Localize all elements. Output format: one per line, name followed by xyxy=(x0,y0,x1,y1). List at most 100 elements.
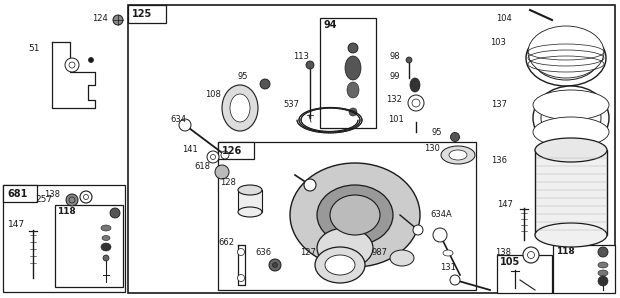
Ellipse shape xyxy=(441,146,475,164)
Ellipse shape xyxy=(315,247,365,283)
Ellipse shape xyxy=(69,62,75,68)
Text: 137: 137 xyxy=(491,100,507,109)
Text: 124: 124 xyxy=(92,14,108,23)
Ellipse shape xyxy=(273,263,278,268)
Ellipse shape xyxy=(102,235,110,240)
Ellipse shape xyxy=(290,163,420,267)
Ellipse shape xyxy=(260,79,270,89)
Text: 141: 141 xyxy=(182,145,198,154)
Ellipse shape xyxy=(113,15,123,25)
Ellipse shape xyxy=(533,117,609,147)
Ellipse shape xyxy=(451,133,459,142)
Bar xyxy=(218,142,254,159)
Ellipse shape xyxy=(345,56,361,80)
Text: 98: 98 xyxy=(390,52,401,61)
Bar xyxy=(128,5,166,23)
Text: 138: 138 xyxy=(495,248,511,257)
Text: 634A: 634A xyxy=(430,210,452,219)
Text: 103: 103 xyxy=(490,38,506,47)
Text: 51: 51 xyxy=(28,44,40,53)
Text: 128: 128 xyxy=(220,178,236,187)
Ellipse shape xyxy=(347,82,359,98)
Bar xyxy=(3,185,37,202)
Ellipse shape xyxy=(179,119,191,131)
Ellipse shape xyxy=(84,195,89,199)
Ellipse shape xyxy=(433,228,447,242)
Bar xyxy=(55,205,123,287)
Bar xyxy=(3,185,125,292)
Bar xyxy=(238,190,262,212)
Ellipse shape xyxy=(406,57,412,63)
Ellipse shape xyxy=(348,43,358,53)
Text: 99: 99 xyxy=(390,72,401,81)
Text: 104: 104 xyxy=(496,14,511,23)
Ellipse shape xyxy=(69,197,75,203)
Ellipse shape xyxy=(598,270,608,276)
Ellipse shape xyxy=(103,255,109,261)
Text: eReplacementParts.com: eReplacementParts.com xyxy=(250,150,370,160)
Ellipse shape xyxy=(207,151,219,163)
Ellipse shape xyxy=(598,247,608,257)
Ellipse shape xyxy=(238,185,262,195)
Ellipse shape xyxy=(65,58,79,72)
Bar xyxy=(218,142,476,290)
Text: 127: 127 xyxy=(300,248,316,257)
Ellipse shape xyxy=(222,85,258,131)
Ellipse shape xyxy=(598,262,608,268)
Ellipse shape xyxy=(269,259,281,271)
Text: 147: 147 xyxy=(8,220,25,229)
Text: 138: 138 xyxy=(44,190,60,199)
Ellipse shape xyxy=(211,154,216,159)
Ellipse shape xyxy=(317,228,373,268)
Ellipse shape xyxy=(230,94,250,122)
Ellipse shape xyxy=(449,150,467,160)
Ellipse shape xyxy=(325,255,355,275)
Ellipse shape xyxy=(110,208,120,218)
Bar xyxy=(553,245,615,293)
Text: 118: 118 xyxy=(556,247,575,256)
Text: 101: 101 xyxy=(388,115,404,124)
Ellipse shape xyxy=(89,58,94,63)
Ellipse shape xyxy=(237,249,244,255)
Ellipse shape xyxy=(215,165,229,179)
Ellipse shape xyxy=(304,179,316,191)
Ellipse shape xyxy=(541,93,601,143)
Ellipse shape xyxy=(66,194,78,206)
Text: 113: 113 xyxy=(293,52,309,61)
Ellipse shape xyxy=(598,276,608,286)
Bar xyxy=(128,5,615,293)
Ellipse shape xyxy=(306,61,314,69)
Text: 636: 636 xyxy=(255,248,271,257)
Bar xyxy=(497,255,552,293)
Text: 257: 257 xyxy=(35,195,52,204)
Text: 105: 105 xyxy=(500,257,520,267)
Text: 94: 94 xyxy=(323,20,337,30)
Ellipse shape xyxy=(101,243,111,251)
Text: 118: 118 xyxy=(57,207,76,216)
Ellipse shape xyxy=(408,95,424,111)
Text: 95: 95 xyxy=(238,72,249,81)
Ellipse shape xyxy=(238,207,262,217)
Ellipse shape xyxy=(535,138,607,162)
Ellipse shape xyxy=(528,252,534,258)
Text: 681: 681 xyxy=(7,189,27,199)
Ellipse shape xyxy=(237,274,244,282)
Ellipse shape xyxy=(535,223,607,247)
Ellipse shape xyxy=(412,99,420,107)
Text: 634: 634 xyxy=(170,115,186,124)
Text: 131: 131 xyxy=(440,263,456,272)
Ellipse shape xyxy=(533,86,609,150)
Bar xyxy=(535,150,607,235)
Text: 126: 126 xyxy=(222,146,242,156)
Ellipse shape xyxy=(528,26,604,78)
Text: 130: 130 xyxy=(424,144,440,153)
Ellipse shape xyxy=(390,250,414,266)
Text: 108: 108 xyxy=(205,90,221,99)
Ellipse shape xyxy=(443,250,453,256)
Ellipse shape xyxy=(450,275,460,285)
Text: 618: 618 xyxy=(194,162,210,171)
Text: 987: 987 xyxy=(372,248,388,257)
Ellipse shape xyxy=(221,151,229,159)
Ellipse shape xyxy=(413,225,423,235)
Ellipse shape xyxy=(317,185,393,245)
